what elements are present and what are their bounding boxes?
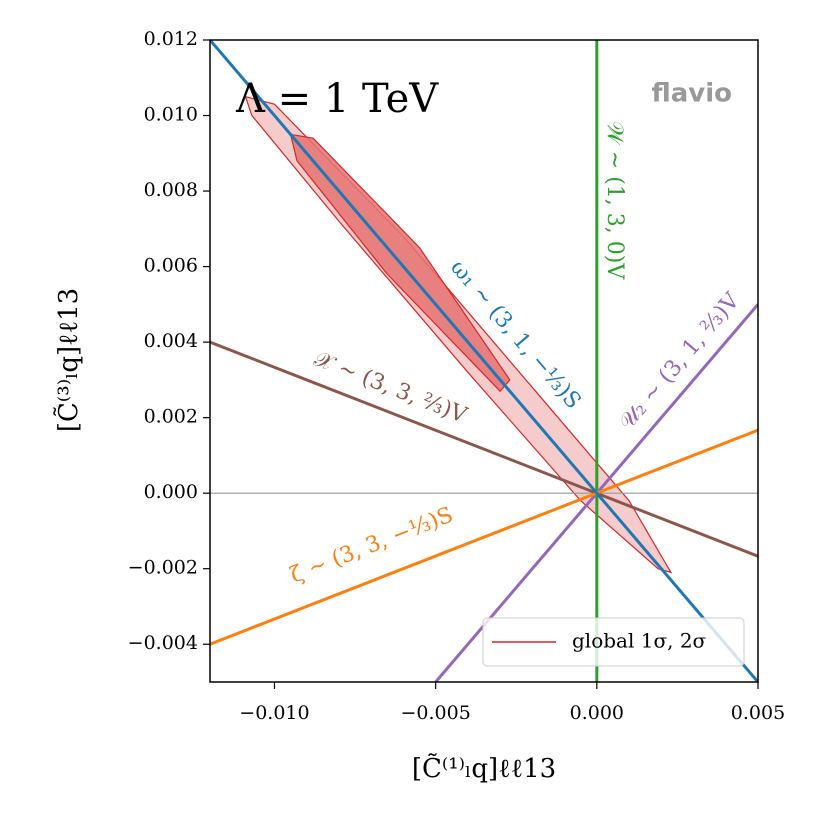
y-tick-label: 0.010 xyxy=(144,104,198,126)
y-tick-label: 0.000 xyxy=(144,481,198,503)
axes-frame xyxy=(209,39,759,683)
y-tick-label: 0.002 xyxy=(144,406,198,428)
x-tick-label: 0.005 xyxy=(731,702,785,724)
line-label: 𝒳 ∼ (3, 3, ⅔)V xyxy=(310,347,471,429)
line-label: 𝒲 ∼ (1, 3, 0)V xyxy=(602,121,627,281)
legend-box xyxy=(482,617,745,667)
model-line xyxy=(210,428,758,646)
x-tick-label: 0.000 xyxy=(570,702,624,724)
line-label: 𝒰₂ ∼ (3, 1, ⅔)V xyxy=(614,288,745,435)
y-axis-label: [C̃⁽³⁾ₗq]ℓℓ13 xyxy=(53,288,84,432)
legend-label: global 1σ, 2σ xyxy=(572,629,707,653)
x-tick-label: −0.010 xyxy=(239,702,309,724)
model-line xyxy=(210,40,758,682)
y-tick-label: 0.006 xyxy=(144,255,198,277)
x-tick-label: −0.005 xyxy=(400,702,470,724)
line-label: ζ ∼ (3, 3, −⅓)S xyxy=(287,503,457,589)
annotation: flavio xyxy=(651,79,732,109)
y-tick-label: −0.004 xyxy=(128,632,198,654)
x-axis-label: [C̃⁽¹⁾ₗq]ℓℓ13 xyxy=(412,753,556,784)
y-tick-label: −0.002 xyxy=(128,557,198,579)
plot-area xyxy=(210,40,758,682)
model-line xyxy=(210,340,758,558)
y-tick-label: 0.004 xyxy=(144,330,198,352)
y-tick-label: 0.008 xyxy=(144,179,198,201)
legend: global 1σ, 2σ xyxy=(482,617,745,667)
y-tick-label: 0.012 xyxy=(144,28,198,50)
annotation: Λ = 1 TeV xyxy=(235,76,439,122)
